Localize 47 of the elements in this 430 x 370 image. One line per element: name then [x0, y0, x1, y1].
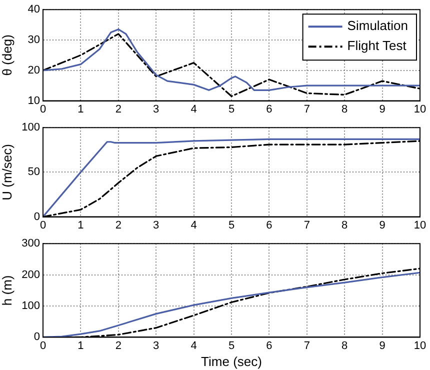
y-tick-label: 100 — [22, 300, 40, 312]
y-axis-title: h (m) — [0, 275, 14, 306]
x-tick-label: 9 — [379, 340, 386, 352]
x-tick-label: 6 — [266, 219, 272, 232]
x-tick-label: 7 — [304, 103, 310, 116]
x-tick-label: 10 — [414, 219, 426, 232]
x-tick-label: 3 — [153, 219, 160, 232]
x-tick-label: 8 — [342, 340, 348, 352]
x-tick-label: 1 — [78, 103, 84, 116]
y-axis-title: U (m/sec) — [0, 144, 14, 200]
x-tick-label: 8 — [342, 103, 348, 116]
x-tick-label: 8 — [342, 219, 348, 232]
y-tick-label: 30 — [28, 34, 40, 46]
y-tick-label: 20 — [28, 64, 40, 76]
x-tick-label: 10 — [414, 103, 426, 116]
x-tick-label: 5 — [228, 340, 235, 352]
x-tick-label: 4 — [190, 219, 197, 232]
x-axis-title: Time (sec) — [201, 354, 262, 369]
x-tick-label: 2 — [115, 340, 122, 352]
x-tick-label: 7 — [304, 219, 310, 232]
x-tick-label: 5 — [228, 103, 235, 116]
x-tick-label: 2 — [115, 103, 122, 116]
x-tick-label: 7 — [304, 340, 310, 352]
x-tick-label: 2 — [115, 219, 122, 232]
y-tick-label: 200 — [22, 268, 40, 281]
x-tick-label: 6 — [266, 340, 272, 352]
y-tick-label: 10 — [28, 94, 40, 107]
x-tick-label: 3 — [153, 103, 160, 116]
y-axis-title: θ (deg) — [0, 34, 14, 76]
x-tick-label: 10 — [414, 340, 426, 352]
y-tick-label: 50 — [28, 166, 40, 178]
y-tick-label: 300 — [22, 238, 40, 250]
x-tick-label: 4 — [190, 103, 197, 116]
x-tick-label: 3 — [153, 340, 160, 352]
x-tick-label: 5 — [228, 219, 235, 232]
x-tick-label: 6 — [266, 103, 272, 116]
x-tick-label: 1 — [78, 219, 84, 232]
y-tick-label: 100 — [22, 122, 40, 134]
legend-label: Flight Test — [347, 38, 407, 54]
x-tick-label: 9 — [379, 219, 386, 232]
x-tick-label: 4 — [190, 340, 197, 352]
y-tick-label: 0 — [34, 210, 40, 223]
y-tick-label: 0 — [34, 331, 40, 344]
x-tick-label: 1 — [78, 340, 84, 352]
y-tick-label: 40 — [28, 4, 40, 16]
x-tick-label: 9 — [379, 103, 386, 116]
legend-label: Simulation — [347, 18, 408, 34]
